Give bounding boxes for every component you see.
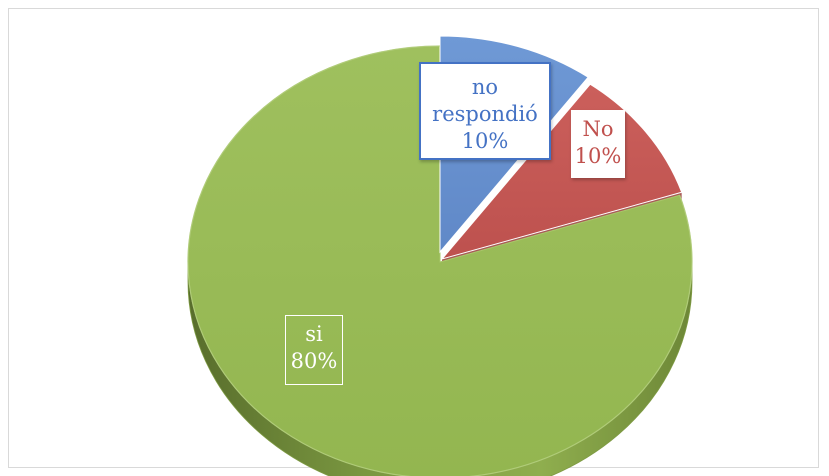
data-label-si: si 80% — [285, 315, 343, 385]
label-no-respondio-line2: respondió — [432, 102, 538, 126]
data-label-no: No 10% — [571, 110, 625, 178]
label-no-line1: No — [582, 117, 614, 141]
data-label-no-respondio: no respondió 10% — [419, 62, 551, 160]
label-no-respondio-value: 10% — [461, 129, 509, 153]
label-si-value: 80% — [290, 349, 338, 373]
pie-rim-si — [187, 45, 693, 476]
label-si-line1: si — [305, 322, 323, 346]
label-no-respondio-line1: no — [471, 75, 499, 99]
label-no-value: 10% — [574, 144, 622, 168]
